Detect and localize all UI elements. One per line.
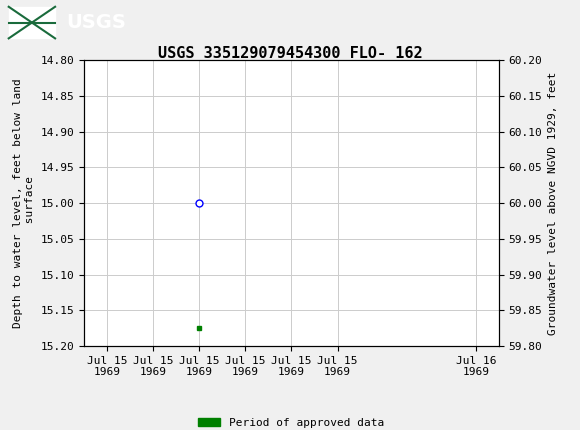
Y-axis label: Groundwater level above NGVD 1929, feet: Groundwater level above NGVD 1929, feet	[548, 71, 558, 335]
Text: USGS 335129079454300 FLO- 162: USGS 335129079454300 FLO- 162	[158, 46, 422, 61]
Legend: Period of approved data: Period of approved data	[194, 413, 389, 430]
Y-axis label: Depth to water level, feet below land
 surface: Depth to water level, feet below land su…	[13, 78, 35, 328]
FancyBboxPatch shape	[9, 7, 55, 38]
Text: USGS: USGS	[67, 13, 126, 32]
